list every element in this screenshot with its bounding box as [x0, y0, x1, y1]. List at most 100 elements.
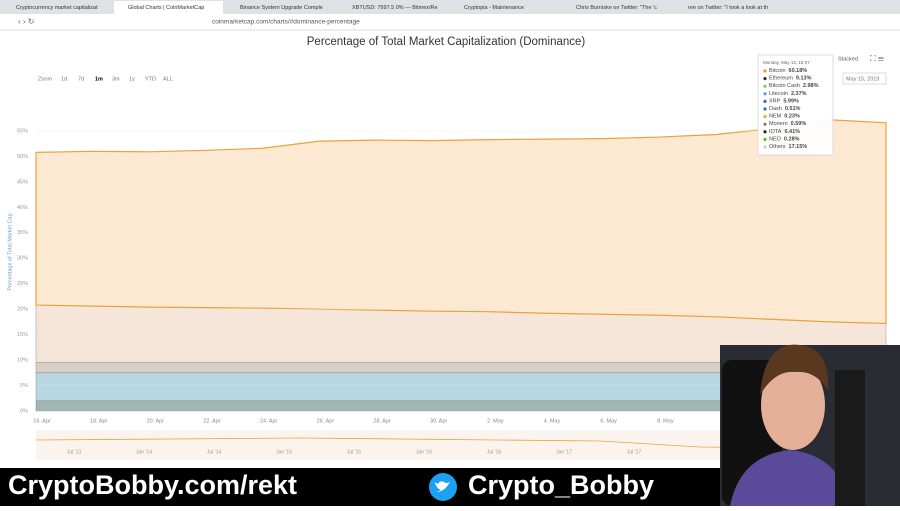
tooltip-value: 5.99%	[783, 99, 799, 105]
tooltip-entry: Bitcoin Cash 2.98%	[769, 84, 819, 90]
tooltip-entry: NEM 0.23%	[769, 114, 800, 120]
tooltip-name: NEM	[769, 114, 782, 120]
x-tick-label: 6. May	[600, 418, 617, 424]
tooltip-bullet	[763, 84, 767, 88]
tooltip-entry: Litecoin 2.37%	[769, 91, 807, 97]
tooltip-value: 0.59%	[791, 122, 807, 128]
tooltip-value: 17.15%	[789, 144, 808, 150]
tab[interactable]	[114, 1, 223, 14]
zoom-option[interactable]: YTD	[145, 76, 156, 82]
x-tick-label: 4. May	[544, 418, 561, 424]
tooltip-bullet	[763, 99, 767, 103]
url[interactable]: coinmarketcap.com/charts/#dominance-perc…	[212, 19, 360, 26]
tooltip-name: NEO	[769, 137, 782, 143]
tooltip-name: Bitcoin Cash	[769, 84, 800, 90]
tooltip-name: XRP	[769, 99, 781, 105]
tooltip-bullet	[763, 77, 767, 81]
tooltip-value: 60.18%	[789, 68, 808, 74]
navigator-label: Jan '14	[136, 449, 152, 455]
y-tick-label: 15%	[17, 332, 28, 338]
y-tick-label: 55%	[17, 128, 28, 134]
nav-buttons[interactable]: ‹ › ↻	[18, 17, 34, 26]
twitter-bird	[435, 481, 450, 492]
tooltip-value: 0.51%	[785, 106, 801, 112]
date-input[interactable]	[842, 72, 887, 85]
stacked-toggle[interactable]: Stacked	[838, 56, 858, 62]
tooltip-name: IOTA	[769, 129, 782, 135]
tab[interactable]	[674, 1, 783, 14]
navigator-label: Jan '17	[556, 449, 572, 455]
x-tick-label: 18. Apr	[90, 418, 108, 424]
webcam	[720, 344, 900, 506]
tooltip-value: 9.13%	[796, 76, 812, 82]
address-bar	[0, 14, 900, 30]
hair	[760, 344, 829, 395]
y-axis-label: Percentage of Total Market Cap	[7, 213, 13, 290]
tooltip-entry: Monero 0.59%	[769, 122, 806, 128]
tooltip-name: Monero	[769, 122, 788, 128]
tooltip-name: Others	[769, 144, 786, 150]
banner-handle: Crypto_Bobby	[468, 470, 654, 500]
tooltip-name: Dash	[769, 106, 782, 112]
x-tick-label: 8. May	[657, 418, 674, 424]
tooltip-bullet	[763, 107, 767, 111]
tooltip-entry: NEO 0.28%	[769, 137, 800, 143]
area-layer	[35, 119, 887, 325]
chart-title: Percentage of Total Market Capitalizatio…	[307, 36, 586, 48]
zoom-option[interactable]: 1y	[129, 76, 135, 82]
y-tick-label: 0%	[20, 408, 28, 414]
tooltip-bullet	[763, 69, 767, 73]
tooltip-bullet	[763, 137, 767, 141]
tooltip-value: 2.37%	[791, 91, 807, 97]
tooltip-name: Ethereum	[769, 76, 793, 82]
navigator-label: Jul '17	[627, 449, 642, 455]
y-tick-label: 5%	[20, 383, 28, 389]
zoom-option[interactable]: 1m	[95, 76, 103, 82]
shirt	[730, 450, 850, 506]
tab-title: Binance System Upgrade Comple	[240, 5, 323, 11]
banner-site: CryptoBobby.com/rekt	[8, 470, 297, 500]
y-tick-label: 10%	[17, 358, 28, 364]
tooltip-box	[757, 54, 834, 156]
x-tick-label: 22. Apr	[203, 418, 221, 424]
x-tick-label: 16. Apr	[33, 418, 51, 424]
tooltip-value: 2.98%	[803, 84, 819, 90]
tab[interactable]	[2, 1, 111, 14]
tab[interactable]	[450, 1, 559, 14]
tooltip-bullet	[763, 122, 767, 126]
tab-title: Cryptocurrency market capitalizat	[16, 5, 98, 11]
navigator-label: Jan '15	[276, 449, 292, 455]
y-tick-label: 25%	[17, 281, 28, 287]
navigator-label: Jan '16	[416, 449, 432, 455]
tooltip-bullet	[763, 130, 767, 134]
x-tick-label: 24. Apr	[260, 418, 278, 424]
y-tick-label: 30%	[17, 256, 28, 262]
zoom-option[interactable]: 7d	[78, 76, 84, 82]
tab[interactable]	[562, 1, 671, 14]
y-tick-label: 45%	[17, 179, 28, 185]
zoom-option[interactable]: 3m	[112, 76, 120, 82]
tab[interactable]	[338, 1, 447, 14]
tooltip-entry: Dash 0.51%	[769, 106, 801, 112]
tooltip-name: Litecoin	[769, 91, 788, 97]
date-text: May 15, 2019	[846, 76, 879, 82]
tooltip-bullet	[763, 92, 767, 96]
tooltip-entry: Others 17.15%	[769, 144, 807, 150]
y-tick-label: 40%	[17, 205, 28, 211]
navigator-label: Jul '16	[487, 449, 502, 455]
tab[interactable]	[226, 1, 335, 14]
tab-title: Cryptopia - Maintenance	[464, 5, 524, 11]
tooltip-name: Bitcoin	[769, 68, 786, 74]
y-tick-label: 35%	[17, 230, 28, 236]
zoom-option[interactable]: 1d	[61, 76, 67, 82]
navigator-label: Jul '14	[207, 449, 222, 455]
zoom-option[interactable]: ALL	[163, 76, 173, 82]
menu-icon[interactable]: ⛶ ☰	[869, 54, 884, 63]
x-tick-label: 20. Apr	[147, 418, 165, 424]
tooltip-bullet	[763, 145, 767, 149]
tooltip-value: 0.23%	[784, 114, 800, 120]
tooltip-value: 0.28%	[784, 137, 800, 143]
y-tick-label: 50%	[17, 154, 28, 160]
x-tick-label: 30. Apr	[430, 418, 448, 424]
